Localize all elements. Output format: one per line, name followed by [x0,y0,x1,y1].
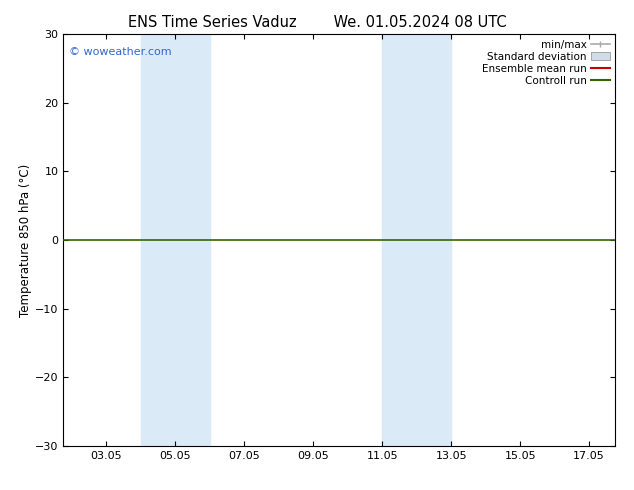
Bar [382,34,451,446]
Legend: min/max, Standard deviation, Ensemble mean run, Controll run: min/max, Standard deviation, Ensemble me… [480,37,612,88]
Y-axis label: Temperature 850 hPa (°C): Temperature 850 hPa (°C) [19,164,32,317]
Text: ENS Time Series Vaduz        We. 01.05.2024 08 UTC: ENS Time Series Vaduz We. 01.05.2024 08 … [127,15,507,30]
Bar [141,34,210,446]
Text: © woweather.com: © woweather.com [69,47,172,57]
